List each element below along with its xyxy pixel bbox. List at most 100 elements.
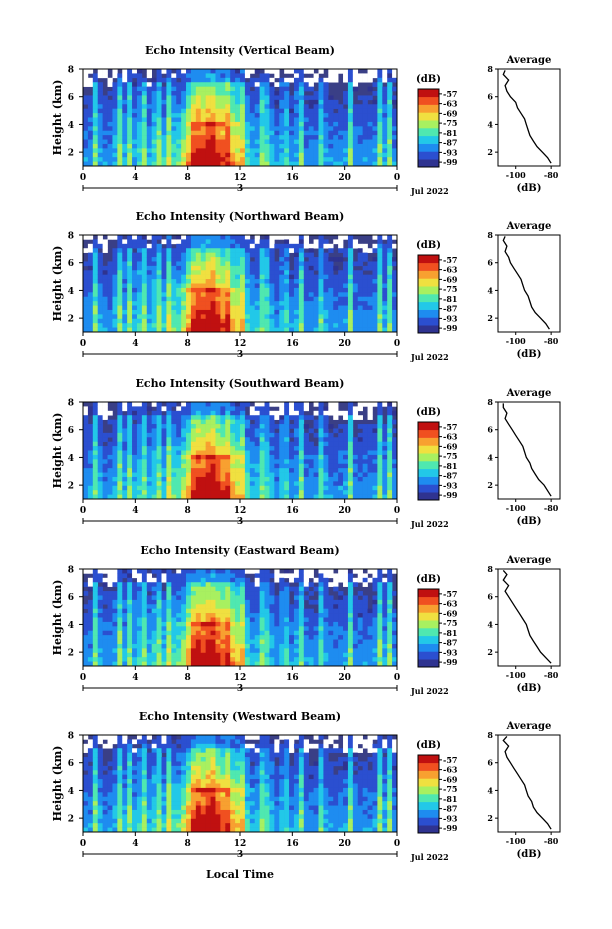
heatmap-cell (323, 239, 329, 245)
heatmap-cell (171, 626, 177, 632)
heatmap-cell (318, 327, 324, 333)
heatmap-cell (127, 270, 133, 275)
heatmap-cell (107, 454, 113, 460)
heatmap-cell (161, 643, 167, 649)
heatmap-cell (102, 648, 108, 654)
heatmap-cell (318, 406, 324, 412)
heatmap-cell (249, 490, 256, 495)
heatmap-cell (392, 69, 398, 74)
heatmap-cell (151, 635, 157, 640)
heatmap-cell (166, 265, 172, 271)
heatmap-cell (377, 283, 383, 289)
heatmap-cell (136, 274, 143, 280)
heatmap-cell (303, 239, 309, 245)
heatmap-cell (313, 261, 319, 267)
heatmap-cell (244, 415, 251, 420)
heatmap-cell (151, 327, 157, 333)
heatmap-cell (156, 419, 162, 425)
heatmap-cell (298, 135, 305, 140)
heatmap-cell (205, 77, 211, 83)
heatmap-cell (235, 648, 241, 654)
heatmap-cell (166, 239, 172, 245)
heatmap-cell (279, 463, 285, 469)
heatmap-cell (112, 485, 118, 491)
heatmap-cell (151, 104, 157, 109)
heatmap-cell (343, 459, 349, 465)
heatmap-cell (102, 481, 108, 487)
heatmap-cell (102, 661, 108, 667)
heatmap-cell (200, 314, 206, 320)
heatmap-cell (87, 270, 94, 275)
heatmap-cell (225, 454, 231, 460)
heatmap-cell (392, 419, 398, 425)
heatmap-cell (92, 239, 99, 245)
heatmap-cell (279, 309, 285, 315)
heatmap-cell (190, 113, 197, 118)
heatmap-cell (240, 152, 246, 158)
heatmap-cell (205, 113, 211, 118)
heatmap-cell (289, 305, 295, 311)
heatmap-cell (303, 318, 309, 324)
heatmap-cell (141, 626, 148, 632)
heatmap-cell (367, 161, 373, 167)
heatmap-cell (259, 279, 265, 284)
heatmap-cell (117, 283, 123, 289)
heatmap-cell (181, 292, 187, 298)
heatmap-cell (151, 446, 157, 451)
heatmap-cell (112, 577, 118, 583)
heatmap-cell (205, 126, 211, 132)
heatmap-cell (83, 318, 89, 324)
heatmap-cell (225, 595, 231, 601)
heatmap-cell (112, 126, 118, 132)
heatmap-cell (112, 86, 118, 92)
heatmap-cell (132, 86, 138, 92)
heatmap-cell (259, 454, 265, 460)
heatmap-cell (338, 257, 344, 262)
heatmap-cell (186, 248, 192, 253)
heatmap-cell (215, 95, 221, 101)
heatmap-cell (117, 252, 123, 258)
heatmap-cell (225, 481, 231, 487)
heatmap-cell (156, 139, 162, 145)
heatmap-cell (87, 643, 94, 649)
heatmap-cell (83, 428, 89, 434)
heatmap-cell (215, 161, 221, 167)
heatmap-cell (122, 415, 128, 420)
heatmap-cell (230, 490, 236, 495)
heatmap-cell (102, 270, 108, 275)
heatmap-cell (181, 157, 187, 162)
heatmap-cell (225, 135, 231, 140)
heatmap-cell (352, 152, 359, 158)
heatmap-cell (220, 661, 226, 667)
colorbar-tick-label: -99 (443, 323, 458, 333)
heatmap-cell (102, 494, 108, 500)
heatmap-cell (284, 287, 290, 293)
heatmap-cell (308, 323, 314, 328)
colorbar-segment (418, 112, 439, 121)
heatmap-cell (171, 143, 177, 149)
heatmap-cell (284, 424, 290, 429)
heatmap-cell (303, 305, 309, 311)
heatmap-cell (156, 274, 162, 280)
heatmap-cell (151, 582, 157, 587)
heatmap-cell (279, 296, 285, 302)
heatmap-cell (293, 69, 300, 74)
heatmap-cell (171, 261, 177, 267)
heatmap-cell (117, 657, 123, 662)
heatmap-cell (176, 661, 182, 667)
heatmap-cell (362, 459, 368, 465)
heatmap-cell (230, 309, 236, 315)
heatmap-cell (190, 257, 197, 262)
heatmap-cell (269, 143, 275, 149)
heatmap-cell (362, 108, 368, 114)
heatmap-cell (190, 130, 197, 136)
heatmap-cell (97, 121, 103, 127)
heatmap-cell (220, 437, 226, 442)
heatmap-cell (176, 437, 182, 442)
heatmap-cell (377, 450, 383, 456)
heatmap-cell (343, 446, 349, 451)
heatmap-cell (97, 301, 103, 306)
heatmap-cell (249, 91, 256, 96)
heatmap-cell (338, 490, 344, 495)
heatmap-cell (92, 406, 99, 412)
